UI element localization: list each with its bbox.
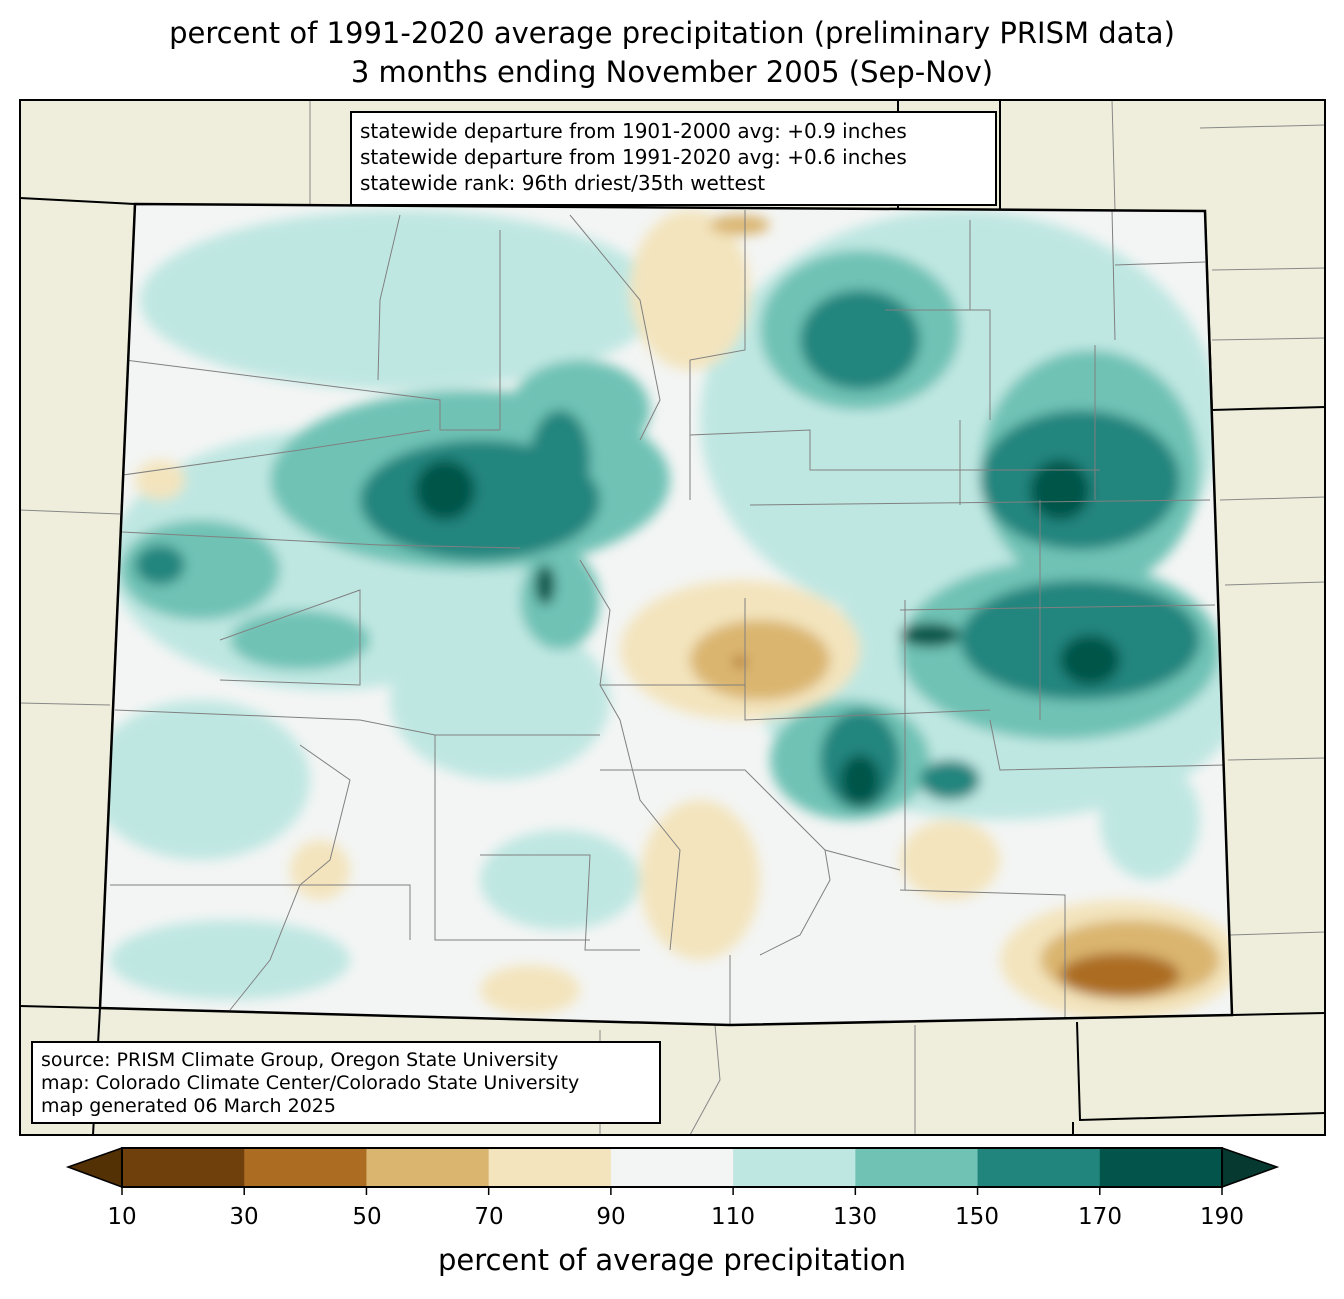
colorbar-segment [244, 1148, 367, 1187]
colorbar-tick-label: 150 [955, 1204, 999, 1230]
map-title: percent of 1991-2020 average precipitati… [169, 16, 1175, 50]
precipitation-field [100, 204, 1232, 1025]
colorbar-under-triangle [65, 1146, 123, 1189]
credits-box: source: PRISM Climate Group, Oregon Stat… [31, 1041, 661, 1124]
map-frame [19, 99, 1326, 1136]
colorbar-segment [122, 1148, 245, 1187]
colorbar-tick-label: 10 [107, 1204, 137, 1230]
colorbar-outline [121, 1147, 1223, 1188]
colorbar-segment [1099, 1148, 1223, 1187]
colorbar-tick-label: 190 [1200, 1204, 1244, 1230]
credits-map: map: Colorado Climate Center/Colorado St… [41, 1072, 580, 1094]
colorbar-segment [366, 1148, 490, 1187]
colorbar-tick-label: 90 [596, 1204, 626, 1230]
colorbar-tick-label: 50 [352, 1204, 382, 1230]
neighbor-county-lines [19, 99, 1326, 1136]
colorbar-label: percent of average precipitation [437, 1243, 907, 1277]
credits-generated: map generated 06 March 2025 [41, 1095, 336, 1117]
county-lines [110, 209, 1226, 1025]
stats-departure-1991-2020: statewide departure from 1991-2020 avg: … [360, 145, 907, 169]
credits-source: source: PRISM Climate Group, Oregon Stat… [41, 1049, 559, 1071]
colorbar [65, 1146, 1280, 1195]
stats-rank: statewide rank: 96th driest/35th wettest [360, 171, 766, 195]
colorado-border [98, 202, 1234, 1027]
colorbar-segment [855, 1148, 979, 1187]
colorbar-segment [733, 1148, 856, 1187]
colorbar-over-triangle [1221, 1146, 1280, 1189]
colorbar-tick-label: 130 [833, 1204, 877, 1230]
statewide-stats-box: statewide departure from 1901-2000 avg: … [350, 111, 997, 206]
colorbar-segment [488, 1148, 612, 1187]
colorbar-segment [610, 1148, 734, 1187]
colorbar-tick-label: 110 [711, 1204, 755, 1230]
stats-departure-1901-2000: statewide departure from 1901-2000 avg: … [360, 119, 907, 143]
colorbar-tick-label: 170 [1078, 1204, 1122, 1230]
colorbar-tick-label: 70 [474, 1204, 504, 1230]
map-subtitle: 3 months ending November 2005 (Sep-Nov) [350, 55, 994, 89]
colorbar-tick-label: 30 [229, 1204, 259, 1230]
colorbar-segment [977, 1148, 1101, 1187]
